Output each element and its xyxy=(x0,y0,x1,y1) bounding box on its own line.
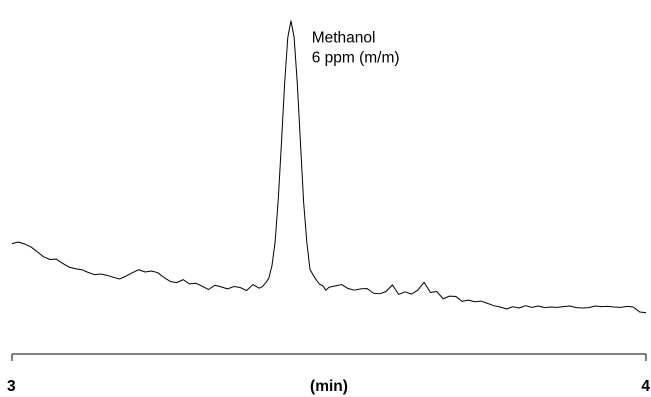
x-axis-label: (min) xyxy=(310,378,348,395)
x-tick-label: 3 xyxy=(7,378,16,395)
peak-annotation-concentration: 6 ppm (m/m) xyxy=(312,50,400,67)
peak-annotation-compound: Methanol xyxy=(312,30,376,47)
chromatogram-trace-line xyxy=(11,20,647,314)
x-tick-label: 4 xyxy=(641,378,650,395)
plot-area xyxy=(11,20,647,314)
